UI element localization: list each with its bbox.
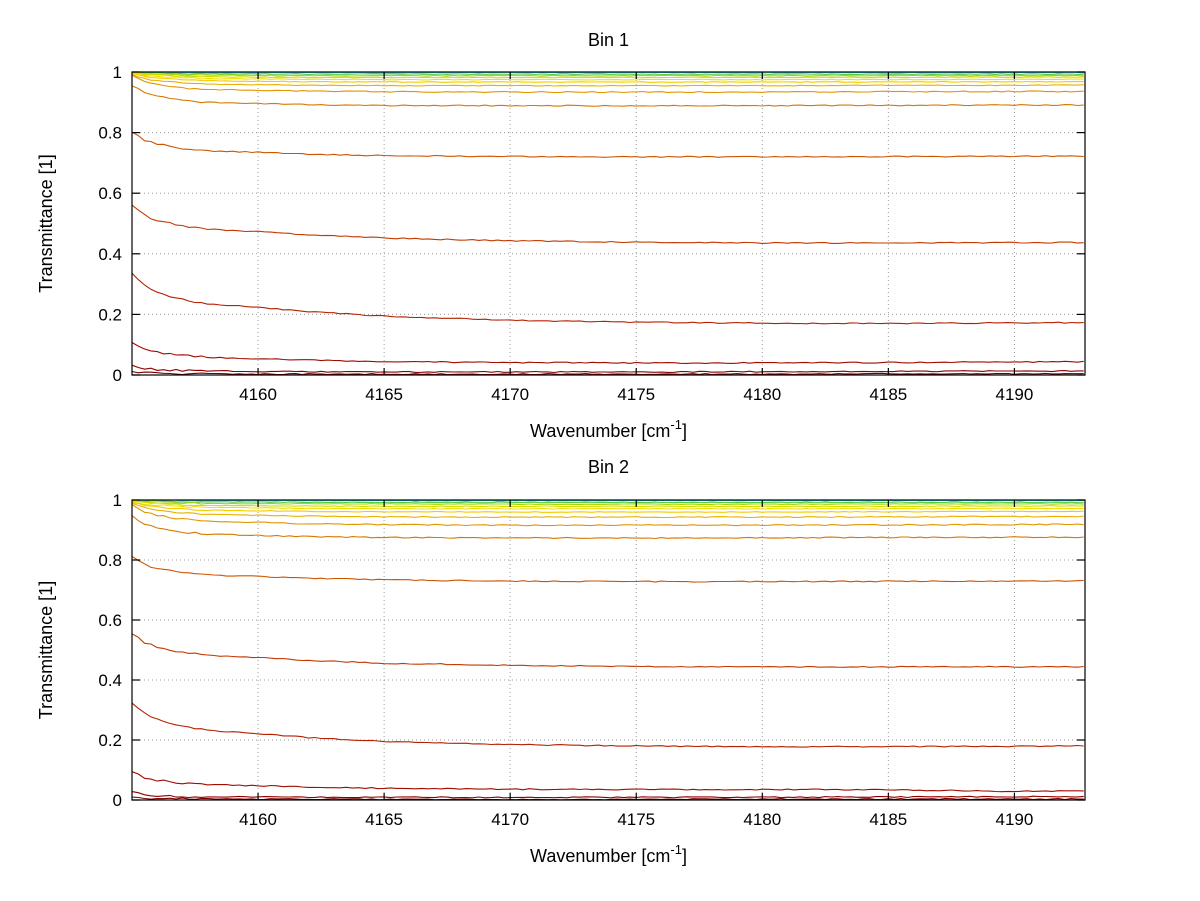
x-tick-label: 4190 — [995, 810, 1033, 829]
x-tick-label: 4170 — [491, 810, 529, 829]
series-line-T-0.009 — [131, 791, 1084, 799]
y-tick-label: 0.6 — [98, 611, 122, 630]
y-tick-label: 0.8 — [98, 124, 122, 143]
series-line-T-0.986 — [132, 500, 1084, 506]
x-axis-label: Wavenumber [cm-1] — [530, 417, 687, 441]
y-axis-label: Transmittance [1] — [36, 154, 56, 292]
y-tick-label: 0 — [113, 791, 122, 810]
y-tick-label: 0.2 — [98, 731, 122, 750]
series-line-T-0.992 — [131, 500, 1084, 504]
x-tick-label: 4175 — [617, 810, 655, 829]
series-line-T-0.988 — [131, 71, 1084, 77]
series-line-T-0.17 — [131, 272, 1084, 325]
series-line-T-0.72 — [131, 131, 1084, 158]
x-tick-label: 4180 — [743, 385, 781, 404]
x-axis-label: Wavenumber [cm-1] — [530, 842, 687, 866]
series-line-T-0.955 — [131, 74, 1084, 87]
axes-box — [131, 71, 1086, 376]
series-line-T-0.971 — [131, 500, 1084, 510]
series-line-T-0.979 — [131, 499, 1084, 508]
x-tick-label: 4185 — [869, 810, 907, 829]
x-tick-label: 4190 — [995, 385, 1033, 404]
series-line-T-0.982 — [131, 72, 1084, 79]
x-tick-label: 4160 — [239, 385, 277, 404]
series-line-T-0.444 — [131, 633, 1084, 668]
series-line-T-0.178 — [131, 702, 1084, 748]
subplot-2: 4160 4165 4170 4175 4180 4185 4190 0 0.2 0.4 0.6 0.… — [36, 457, 1086, 866]
subplot-1: 4160 4165 4170 4175 4180 4185 4190 0 0.2 0.4 0.6 0.… — [36, 30, 1086, 441]
series-line-T-0.993 — [131, 72, 1084, 76]
series-line-T-0.916 — [131, 504, 1084, 527]
y-tick-label: 0 — [113, 366, 122, 385]
y-tick-label: 1 — [113, 63, 122, 82]
x-tick-label: 4165 — [365, 810, 403, 829]
x-tick-label: 4175 — [617, 385, 655, 404]
series-line-T-0.874 — [131, 515, 1084, 540]
x-tick-label: 4165 — [365, 385, 403, 404]
y-tick-label: 0.2 — [98, 305, 122, 324]
y-tick-label: 0.4 — [98, 671, 122, 690]
x-tick-label: 4170 — [491, 385, 529, 404]
chart-title: Bin 2 — [588, 457, 629, 477]
series-line-T-0.44 — [131, 204, 1084, 244]
series-line-T-0.89 — [131, 85, 1084, 107]
x-tick-label: 4160 — [239, 810, 277, 829]
y-tick-label: 1 — [113, 491, 122, 510]
x-tick-label: 4185 — [869, 385, 907, 404]
series-line-T-0.03 — [131, 771, 1084, 793]
y-tick-label: 0.4 — [98, 245, 122, 264]
series-line-T-0.975 — [131, 72, 1084, 81]
series-line-T-0.73 — [131, 555, 1084, 583]
chart-title: Bin 1 — [588, 30, 629, 50]
series-line-T-0.960 — [131, 501, 1084, 513]
series-line-T-0.012 — [131, 364, 1084, 374]
y-tick-label: 0.8 — [98, 551, 122, 570]
y-tick-label: 0.6 — [98, 184, 122, 203]
series-line-T-0.04 — [131, 342, 1084, 364]
series-line-T-0.935 — [131, 74, 1084, 94]
series-line-T-0.968 — [131, 73, 1084, 83]
axes-box — [131, 499, 1086, 801]
x-tick-label: 4180 — [743, 810, 781, 829]
series-line-T-0.943 — [131, 502, 1084, 519]
y-axis-label: Transmittance [1] — [36, 581, 56, 719]
